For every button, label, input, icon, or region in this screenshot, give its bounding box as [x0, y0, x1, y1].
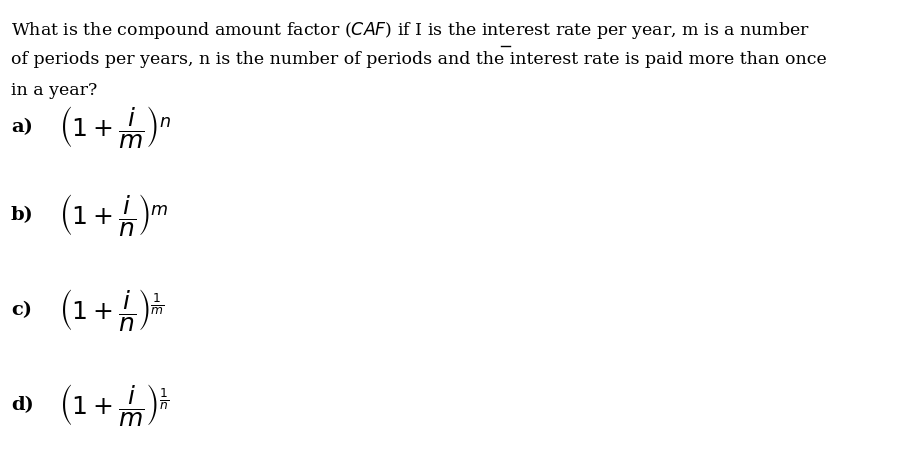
Text: What is the compound amount factor ($\mathit{CAF}$) if I is the interest rate pe: What is the compound amount factor ($\ma… [11, 20, 810, 41]
Text: $\left(1+\dfrac{i}{n}\right)^{\frac{1}{m}}$: $\left(1+\dfrac{i}{n}\right)^{\frac{1}{m… [59, 287, 165, 333]
Text: b): b) [11, 206, 34, 224]
Text: c): c) [11, 301, 32, 319]
Text: $\left(1+\dfrac{i}{n}\right)^{m}$: $\left(1+\dfrac{i}{n}\right)^{m}$ [59, 192, 169, 238]
Text: $\left(1+\dfrac{i}{m}\right)^{\frac{1}{n}}$: $\left(1+\dfrac{i}{m}\right)^{\frac{1}{n… [59, 382, 169, 429]
Text: a): a) [11, 118, 33, 136]
Text: of periods per years, n is the number of periods and the interest rate is paid m: of periods per years, n is the number of… [11, 51, 826, 68]
Text: $\left(1+\dfrac{i}{m}\right)^{n}$: $\left(1+\dfrac{i}{m}\right)^{n}$ [59, 104, 171, 150]
Text: d): d) [11, 396, 34, 414]
Text: in a year?: in a year? [11, 82, 97, 99]
